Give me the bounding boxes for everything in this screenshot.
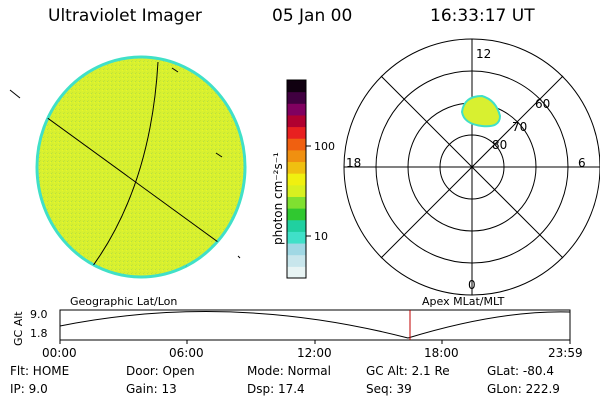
y-tick-9: 9.0 <box>30 308 48 321</box>
info-gain: Gain: 13 <box>126 382 177 396</box>
mlt-label-18: 18 <box>346 156 362 170</box>
colorbar-segment <box>287 219 306 232</box>
polar-axis-diag-2 <box>380 75 564 259</box>
colorbar-segment <box>287 126 306 139</box>
colorbar-frame <box>286 79 307 279</box>
geographic-image <box>9 55 247 279</box>
instrument-title: Ultraviolet Imager <box>48 6 202 26</box>
colorbar-segment <box>287 91 306 104</box>
colorbar-segment <box>287 80 306 93</box>
mlt-label-0: 0 <box>468 278 476 292</box>
x-tick-1800: 18:00 <box>424 346 459 360</box>
info-ip: IP: 9.0 <box>10 382 48 396</box>
time-label: 16:33:17 UT <box>430 6 535 26</box>
colorbar-segment <box>287 173 306 186</box>
polar-plot <box>343 38 600 296</box>
info-glon: GLon: 222.9 <box>487 382 560 396</box>
x-tick-1200: 12:00 <box>297 346 332 360</box>
info-gc-alt: GC Alt: 2.1 Re <box>366 364 450 378</box>
lat-label-60: 60 <box>535 97 551 111</box>
x-tick-2359: 23:59 <box>548 346 583 360</box>
colorbar-segment <box>287 266 306 279</box>
info-mode: Mode: Normal <box>247 364 331 378</box>
colorbar-segment <box>287 149 306 163</box>
lat-label-80: 80 <box>492 138 508 152</box>
info-seq: Seq: 39 <box>366 382 412 396</box>
colorbar-segment <box>287 196 306 209</box>
meridian-line <box>77 61 159 277</box>
mlt-label-6: 6 <box>578 156 586 170</box>
gc-alt-axis-title: GC Alt <box>12 311 25 346</box>
altitude-curve <box>59 311 571 339</box>
x-tick-0600: 06:00 <box>169 346 204 360</box>
colorbar-unit-label: photon cm⁻²s⁻¹ <box>271 152 285 245</box>
info-glat: GLat: -80.4 <box>487 364 554 378</box>
colorbar-segment <box>287 231 306 244</box>
coast-fragment <box>215 152 223 158</box>
colorbar-segment <box>287 161 306 174</box>
lat-label-70: 70 <box>512 120 528 134</box>
colorbar-segment <box>287 184 306 197</box>
terminator-line-ext-left <box>9 89 21 99</box>
colorbar-ticks <box>306 145 311 237</box>
coast-fragment <box>171 67 179 73</box>
mlt-label-12: 12 <box>476 47 492 61</box>
date-label: 05 Jan 00 <box>272 6 353 26</box>
altitude-timeline <box>59 309 571 344</box>
colorbar-segment <box>287 138 306 151</box>
colorbar-segment <box>287 254 306 267</box>
earth-disc <box>35 55 247 279</box>
x-tick-0000: 00:00 <box>42 346 77 360</box>
geo-latlon-label: Geographic Lat/Lon <box>70 295 178 308</box>
colorbar-segment <box>287 208 306 221</box>
colorbar-segment <box>287 243 306 256</box>
colorbar-tick-10: 10 <box>314 230 328 243</box>
colorbar-segment <box>287 103 306 116</box>
aurora-oval <box>460 94 502 128</box>
info-dsp: Dsp: 17.4 <box>247 382 305 396</box>
colorbar <box>286 79 307 279</box>
terminator-line-ext-right <box>237 255 241 259</box>
terminator-line <box>37 97 241 259</box>
y-tick-1-8: 1.8 <box>30 327 48 340</box>
apex-mlat-label: Apex MLat/MLT <box>422 295 505 308</box>
info-flt: Flt: HOME <box>10 364 70 378</box>
info-door: Door: Open <box>126 364 195 378</box>
colorbar-tick-100: 100 <box>314 140 335 153</box>
colorbar-segment <box>287 114 306 128</box>
